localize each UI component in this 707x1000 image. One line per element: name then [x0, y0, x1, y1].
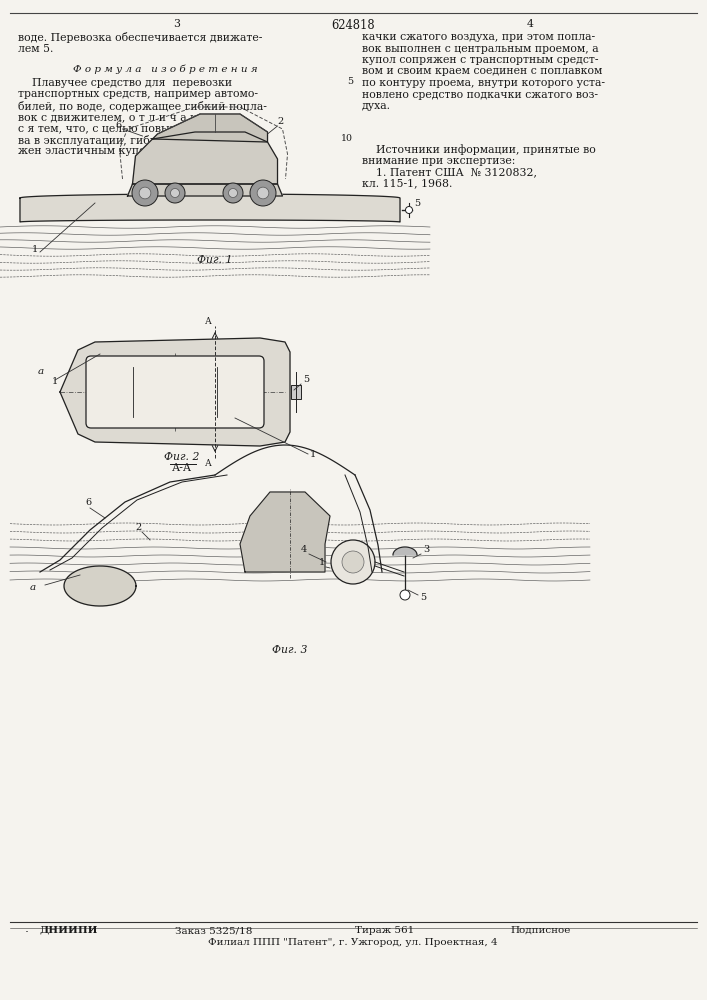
Circle shape: [170, 188, 180, 198]
Text: 4: 4: [301, 545, 308, 554]
Text: а: а: [38, 367, 44, 376]
Text: Тираж 561: Тираж 561: [355, 926, 414, 935]
Text: 10: 10: [341, 134, 353, 143]
Text: 1: 1: [319, 558, 325, 567]
Text: внимание при экспертизе:: внимание при экспертизе:: [362, 155, 515, 165]
Text: воде. Перевозка обеспечивается движате-: воде. Перевозка обеспечивается движате-: [18, 32, 262, 43]
Text: кл. 115-1, 1968.: кл. 115-1, 1968.: [362, 178, 452, 188]
Text: духа.: духа.: [362, 101, 391, 111]
Circle shape: [228, 188, 238, 198]
Circle shape: [250, 180, 276, 206]
Text: Источники информации, принятые во: Источники информации, принятые во: [362, 144, 596, 155]
Text: транспортных средств, например автомо-: транспортных средств, например автомо-: [18, 89, 258, 99]
Text: Подписное: Подписное: [510, 926, 571, 935]
Text: 5: 5: [414, 199, 420, 208]
Text: 5: 5: [347, 77, 353, 86]
Text: Фиг. 1: Фиг. 1: [197, 255, 233, 265]
Text: качки сжатого воздуха, при этом попла-: качки сжатого воздуха, при этом попла-: [362, 32, 595, 42]
Circle shape: [132, 180, 158, 206]
Text: Ф о р м у л а   и з о б р е т е н и я: Ф о р м у л а и з о б р е т е н и я: [73, 65, 257, 75]
Text: 2: 2: [135, 523, 141, 532]
Polygon shape: [20, 194, 400, 222]
Polygon shape: [393, 547, 417, 555]
Polygon shape: [60, 338, 290, 446]
Text: 1: 1: [52, 377, 58, 386]
Text: А: А: [205, 459, 212, 468]
Text: 5: 5: [420, 593, 426, 602]
Text: с я тем, что, с целью повышения удобст-: с я тем, что, с целью повышения удобст-: [18, 123, 252, 134]
Text: 4: 4: [527, 19, 534, 29]
FancyBboxPatch shape: [86, 356, 264, 428]
Text: ва в эксплуатации, гибкий поплавок снаб-: ва в эксплуатации, гибкий поплавок снаб-: [18, 135, 262, 146]
Text: 6: 6: [85, 498, 91, 507]
Text: 1. Патент США  № 3120832,: 1. Патент США № 3120832,: [362, 167, 537, 177]
Text: лем 5.: лем 5.: [18, 43, 53, 53]
Circle shape: [400, 590, 410, 600]
Text: вок выполнен с центральным проемом, а: вок выполнен с центральным проемом, а: [362, 43, 599, 53]
Text: купол сопряжен с транспортным средст-: купол сопряжен с транспортным средст-: [362, 55, 599, 65]
Circle shape: [406, 207, 412, 214]
Text: 3: 3: [423, 545, 429, 554]
Text: ДНИИПИ: ДНИИПИ: [40, 926, 98, 935]
Text: 2: 2: [278, 117, 284, 126]
Text: 6: 6: [115, 121, 122, 130]
Circle shape: [257, 187, 269, 199]
Text: 1: 1: [32, 245, 38, 254]
Bar: [291, 385, 301, 399]
Text: Плавучее средство для  перевозки: Плавучее средство для перевозки: [18, 78, 232, 88]
Text: билей, по воде, содержащее гибкий попла-: билей, по воде, содержащее гибкий попла-: [18, 101, 267, 111]
Text: Филиал ППП "Патент", г. Ужгород, ул. Проектная, 4: Филиал ППП "Патент", г. Ужгород, ул. Про…: [208, 938, 498, 947]
Circle shape: [139, 187, 151, 199]
Text: Заказ 5325/18: Заказ 5325/18: [175, 926, 252, 935]
Text: А-А: А-А: [172, 463, 192, 473]
Polygon shape: [240, 492, 330, 572]
Text: вок с движителем, о т л и ч а ю щ е е-: вок с движителем, о т л и ч а ю щ е е-: [18, 112, 237, 122]
Text: по контуру проема, внутри которого уста-: по контуру проема, внутри которого уста-: [362, 78, 605, 88]
Text: а: а: [30, 583, 36, 592]
Text: Фиг. 2: Фиг. 2: [164, 452, 199, 462]
Circle shape: [223, 183, 243, 203]
Polygon shape: [153, 114, 267, 142]
Text: жен эластичным куполом и средством под-: жен эластичным куполом и средством под-: [18, 146, 269, 156]
Text: вом и своим краем соединен с поплавком: вом и своим краем соединен с поплавком: [362, 66, 602, 77]
Circle shape: [331, 540, 375, 584]
Text: А: А: [205, 317, 212, 326]
Polygon shape: [127, 184, 283, 196]
Text: 1: 1: [310, 450, 316, 459]
Circle shape: [342, 551, 364, 573]
Text: новлено средство подкачки сжатого воз-: новлено средство подкачки сжатого воз-: [362, 90, 598, 100]
Text: 624818: 624818: [331, 19, 375, 32]
Text: ·: ·: [25, 926, 29, 939]
Text: 5: 5: [303, 375, 309, 384]
Polygon shape: [132, 132, 278, 184]
Text: Фиг. 3: Фиг. 3: [272, 645, 308, 655]
Circle shape: [165, 183, 185, 203]
Text: 3: 3: [173, 19, 180, 29]
Polygon shape: [64, 566, 136, 606]
